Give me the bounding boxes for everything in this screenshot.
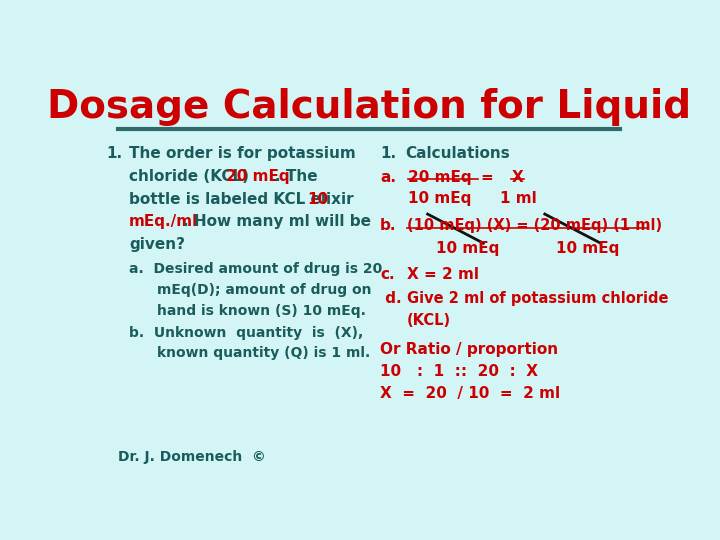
Text: mEq./ml: mEq./ml [129, 214, 198, 230]
Text: a.: a. [380, 170, 396, 185]
Text: X: X [511, 170, 523, 185]
Text: 1 ml: 1 ml [500, 191, 537, 206]
Text: 10: 10 [307, 192, 328, 207]
Text: (KCL): (KCL) [407, 313, 451, 328]
Text: chloride (KCL): chloride (KCL) [129, 168, 254, 184]
Text: The order is for potassium: The order is for potassium [129, 146, 356, 161]
Text: a.  Desired amount of drug is 20: a. Desired amount of drug is 20 [129, 262, 382, 276]
Text: 10 mEq: 10 mEq [436, 241, 500, 256]
Text: Give 2 ml of potassium chloride: Give 2 ml of potassium chloride [407, 291, 668, 306]
Text: given?: given? [129, 238, 185, 252]
Text: d.: d. [380, 291, 402, 306]
Text: Calculations: Calculations [405, 146, 510, 161]
Text: 20 mEq: 20 mEq [226, 168, 289, 184]
Text: 1.: 1. [107, 146, 123, 161]
Text: 10   :  1  ::  20  :  X: 10 : 1 :: 20 : X [380, 364, 538, 379]
Text: =: = [481, 170, 493, 185]
Text: (10 mEq) (X) = (20 mEq) (1 ml): (10 mEq) (X) = (20 mEq) (1 ml) [407, 218, 662, 233]
Text: X  =  20  / 10  =  2 ml: X = 20 / 10 = 2 ml [380, 386, 560, 401]
Text: b.  Unknown  quantity  is  (X),: b. Unknown quantity is (X), [129, 326, 364, 340]
Text: Dosage Calculation for Liquid: Dosage Calculation for Liquid [47, 87, 691, 126]
Text: 10 mEq: 10 mEq [408, 191, 472, 206]
Text: mEq(D); amount of drug on: mEq(D); amount of drug on [157, 283, 372, 297]
Text: 1.: 1. [380, 146, 396, 161]
Text: . How many ml will be: . How many ml will be [183, 214, 371, 230]
Text: bottle is labeled KCL elixir: bottle is labeled KCL elixir [129, 192, 359, 207]
Text: 10 mEq: 10 mEq [556, 241, 619, 256]
Text: . The: . The [276, 168, 318, 184]
Text: hand is known (S) 10 mEq.: hand is known (S) 10 mEq. [157, 304, 366, 318]
Text: b.: b. [380, 218, 397, 233]
Text: X = 2 ml: X = 2 ml [407, 267, 479, 282]
Text: Or Ratio / proportion: Or Ratio / proportion [380, 342, 558, 357]
Text: 20 mEq: 20 mEq [408, 170, 472, 185]
Text: c.: c. [380, 267, 395, 282]
Text: Dr. J. Domenech  ©: Dr. J. Domenech © [118, 450, 266, 464]
Text: known quantity (Q) is 1 ml.: known quantity (Q) is 1 ml. [157, 346, 370, 360]
